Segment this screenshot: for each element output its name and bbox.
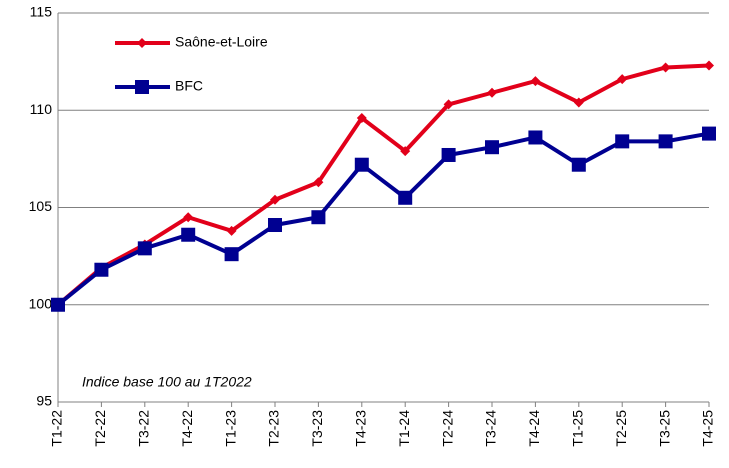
x-tick-label: T2-25: [613, 410, 629, 447]
x-tick-label: T1-23: [222, 410, 238, 447]
data-point: [487, 87, 497, 98]
data-point: [94, 262, 109, 277]
x-tick-label: T4-25: [700, 410, 716, 447]
x-tick-label: T2-22: [92, 410, 108, 447]
x-tick-label: T4-24: [526, 410, 542, 447]
data-point: [268, 218, 282, 233]
data-point: [702, 126, 716, 141]
series-line: [56, 63, 710, 307]
data-point: [398, 190, 413, 205]
data-point: [226, 225, 237, 236]
data-point: [617, 74, 628, 85]
data-point: [137, 241, 152, 256]
x-tick-label: T3-25: [656, 410, 672, 447]
data-point: [270, 194, 280, 205]
annotation: Indice base 100 au 1T2022: [82, 374, 252, 390]
data-point: [443, 99, 454, 110]
y-tick-label: 115: [30, 4, 53, 20]
x-tick-label: T1-22: [49, 410, 65, 447]
legend-marker: [137, 38, 147, 48]
data-point: [354, 157, 369, 172]
data-point: [530, 76, 541, 87]
x-tick-label: T2-23: [266, 410, 282, 447]
data-point: [356, 113, 367, 124]
data-point: [660, 62, 671, 73]
legend-marker: [135, 80, 149, 94]
data-point: [183, 212, 194, 223]
y-tick-label: 95: [36, 393, 52, 409]
data-point: [571, 157, 586, 172]
x-tick-label: T1-24: [396, 410, 412, 447]
x-tick-label: T4-22: [179, 410, 195, 447]
x-tick-label: T3-24: [483, 410, 499, 447]
data-point: [528, 130, 543, 145]
y-tick-label: 105: [29, 198, 53, 214]
data-point: [704, 60, 714, 71]
x-tick-label: T3-23: [309, 410, 325, 447]
data-point: [441, 147, 456, 162]
data-point: [485, 140, 499, 155]
y-tick-label: 110: [30, 101, 53, 117]
data-point: [573, 97, 584, 108]
x-tick-label: T3-22: [136, 410, 152, 447]
data-point: [224, 247, 239, 262]
data-point: [51, 297, 65, 312]
data-point: [181, 227, 196, 242]
data-point: [400, 146, 411, 157]
x-tick-label: T1-25: [570, 410, 586, 447]
y-tick-label: 100: [29, 295, 53, 311]
x-tick-label: T4-23: [353, 410, 369, 447]
data-point: [615, 134, 630, 149]
legend-label: BFC: [175, 78, 203, 94]
data-point: [658, 134, 673, 149]
data-point: [313, 177, 324, 188]
data-point: [311, 210, 326, 225]
series-line: [56, 131, 710, 307]
legend-label: Saône-et-Loire: [175, 34, 268, 50]
x-tick-label: T2-24: [439, 410, 455, 447]
